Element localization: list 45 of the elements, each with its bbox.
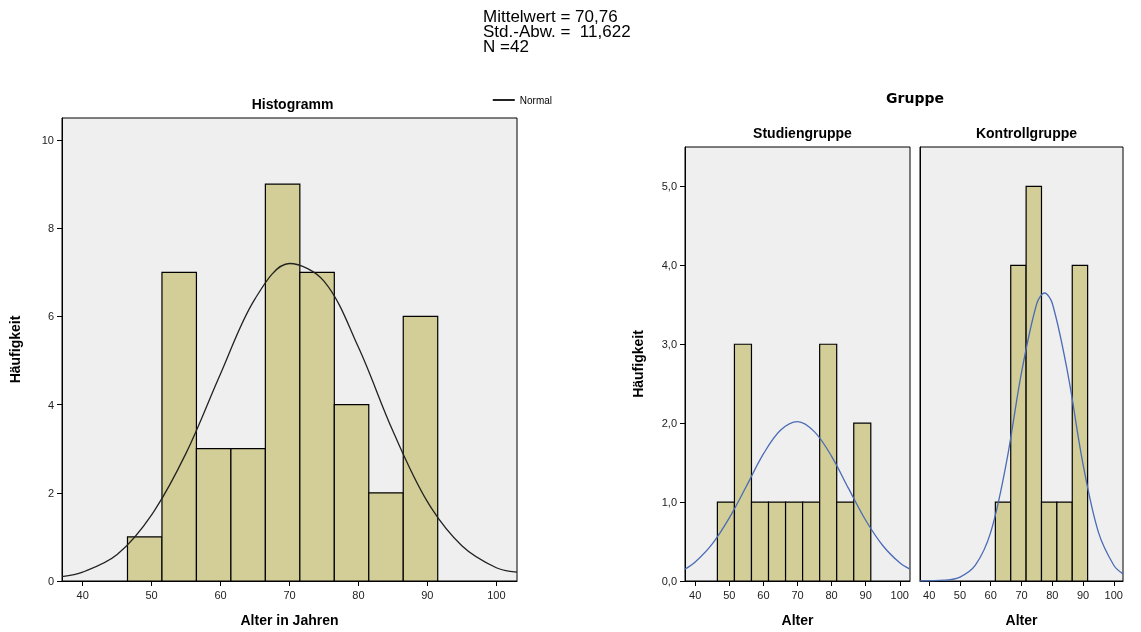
x-tick-label: 70 [283, 588, 296, 601]
y-tick-label: 5,0 [661, 180, 677, 193]
y-tick-label: 4 [47, 398, 54, 411]
x-tick-label: 90 [421, 588, 434, 601]
chart-title: Studiengruppe [753, 125, 853, 141]
x-axis-title: Alter [1005, 612, 1038, 628]
y-tick-label: 3,0 [661, 338, 677, 351]
y-axis-title: Häufigkeit [7, 315, 23, 384]
x-axis-title: Alter [781, 612, 814, 628]
chart-title: Kontrollgruppe [975, 125, 1078, 141]
y-tick-label: 10 [41, 134, 54, 147]
y-tick-label: 6 [47, 310, 54, 323]
legend-label: Normal [519, 94, 553, 106]
line-series [61, 262, 518, 578]
x-tick-label: 90 [859, 588, 872, 601]
x-tick-label: 50 [953, 588, 967, 601]
y-tick-label: 8 [47, 222, 54, 235]
x-tick-label: 70 [791, 588, 804, 601]
x-tick-label: 50 [723, 588, 736, 601]
x-tick-label: 100 [487, 588, 506, 601]
y-tick-label: 1,0 [661, 496, 677, 509]
x-tick-label: 90 [1076, 588, 1090, 601]
x-tick-label: 60 [214, 588, 227, 601]
x-tick-label: 40 [923, 588, 936, 601]
x-tick-label: 80 [352, 588, 365, 601]
x-tick-label: 80 [825, 588, 838, 601]
y-axis-title: Häufigkeit [630, 329, 646, 398]
x-tick-label: 100 [890, 588, 909, 601]
x-tick-label: 40 [689, 588, 702, 601]
text: Gruppe [886, 90, 944, 106]
y-tick-label: 2,0 [661, 417, 677, 430]
chart-title: Histogramm [251, 96, 334, 112]
y-tick-label: 2 [47, 486, 54, 499]
x-tick-label: 70 [1015, 588, 1028, 601]
x-tick-label: 60 [757, 588, 770, 601]
x-tick-label: 100 [1104, 588, 1123, 601]
y-tick-label: 0 [47, 575, 54, 587]
x-tick-label: 80 [1046, 588, 1059, 601]
y-tick-label: 0,0 [661, 575, 677, 587]
y-tick-label: 4,0 [661, 259, 677, 272]
x-tick-label: 50 [145, 588, 158, 601]
x-axis-title: Alter in Jahren [240, 612, 339, 628]
x-tick-label: 60 [984, 588, 997, 601]
x-tick-label: 40 [76, 588, 89, 601]
line-series [684, 420, 911, 570]
